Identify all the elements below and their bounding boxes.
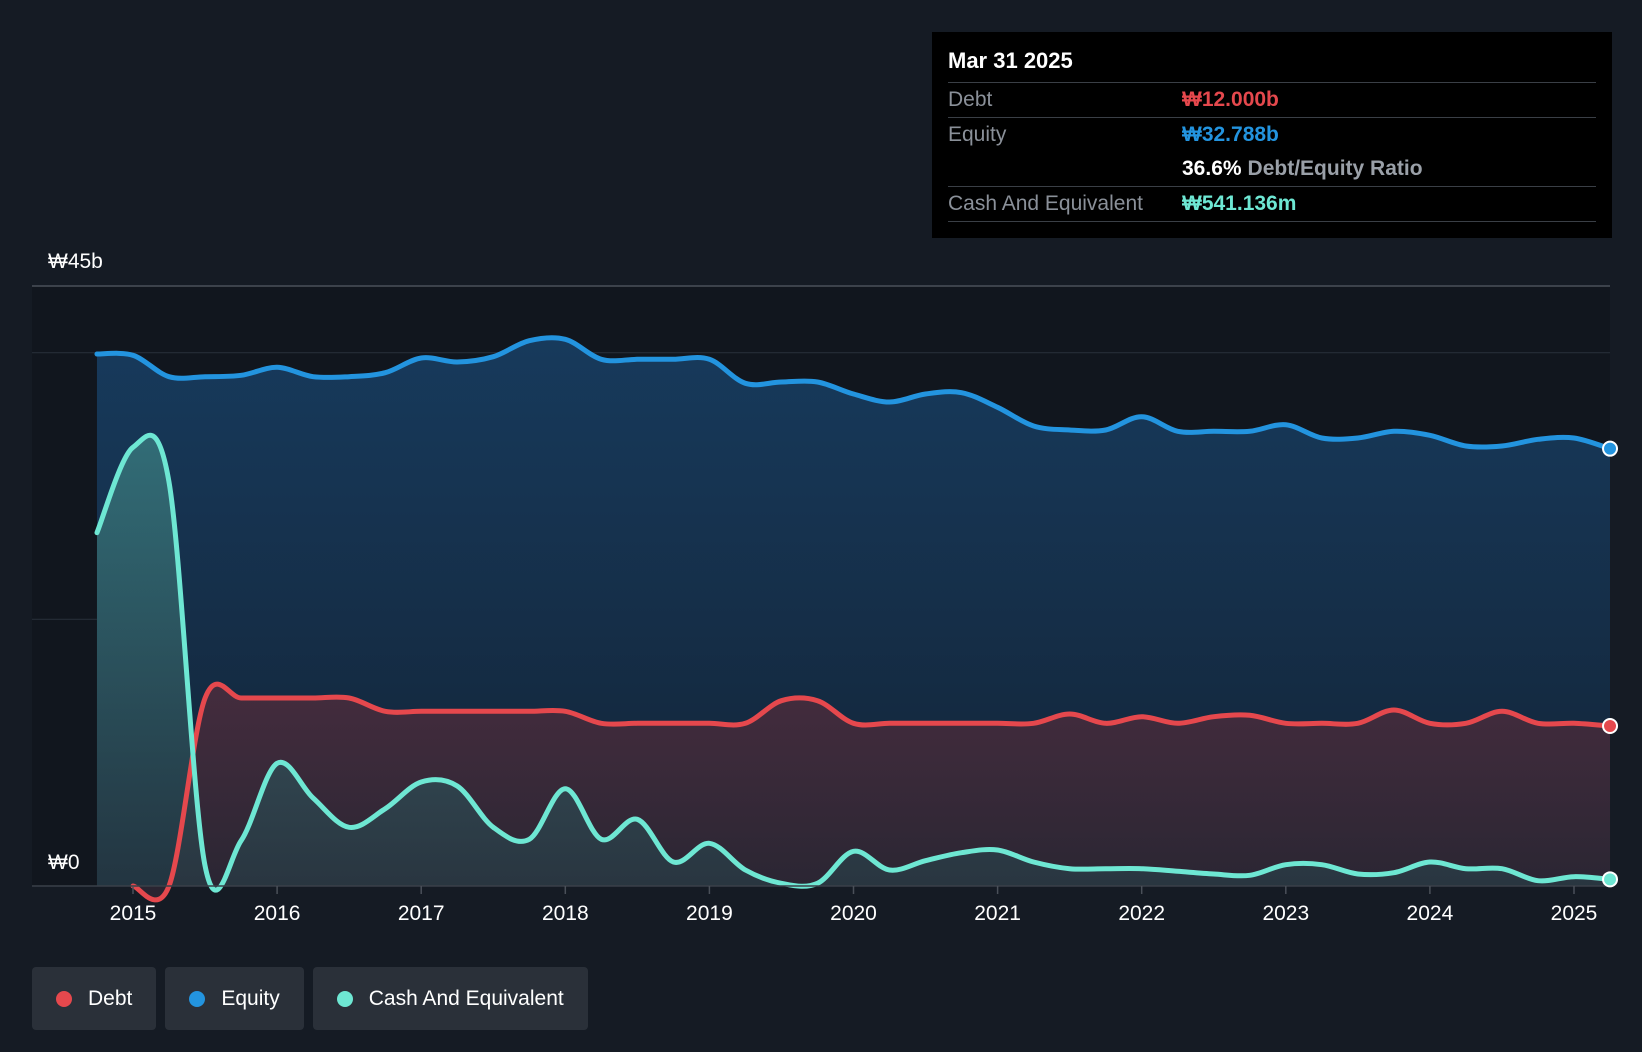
tooltip-cash-row: Cash And Equivalent ₩541.136m xyxy=(948,187,1596,222)
tooltip-cash-value: ₩541.136m xyxy=(1182,192,1297,215)
tooltip-debt-label: Debt xyxy=(948,88,993,111)
tooltip-ratio-label: Debt/Equity Ratio xyxy=(1247,157,1423,180)
legend-debt-label: Debt xyxy=(88,986,133,1010)
equity-line xyxy=(94,335,1613,452)
tooltip-debt-value: ₩12.000b xyxy=(1182,88,1279,111)
debt-line xyxy=(130,681,1613,903)
y-axis-top-label: ₩45b xyxy=(48,250,103,273)
y-axis-bottom-label: ₩0 xyxy=(48,851,80,874)
end-markers xyxy=(1602,440,1619,888)
tooltip-ratio-spacer xyxy=(948,152,1182,186)
tooltip-date: Mar 31 2025 xyxy=(948,46,1596,83)
debt-end-marker xyxy=(1602,718,1619,734)
x-tick-label: 2017 xyxy=(398,902,445,925)
x-tick-label: 2023 xyxy=(1262,902,1309,925)
x-tick-label: 2021 xyxy=(974,902,1021,925)
tooltip-ratio: 36.6% Debt/Equity Ratio xyxy=(1182,152,1423,186)
legend: Debt Equity Cash And Equivalent xyxy=(32,967,588,1030)
legend-cash[interactable]: Cash And Equivalent xyxy=(312,967,588,1030)
cash-area xyxy=(96,435,1611,891)
x-axis-ticks: 2015 2016 2017 2018 2019 2020 2021 2022 2023 2024… xyxy=(110,886,1598,925)
cash-end-marker xyxy=(1602,871,1619,888)
x-tick-label: 2015 xyxy=(110,902,157,925)
x-tick-label: 2018 xyxy=(542,902,589,925)
x-tick-label: 2024 xyxy=(1407,902,1454,925)
x-tick-label: 2022 xyxy=(1118,902,1165,925)
legend-equity[interactable]: Equity xyxy=(165,967,304,1030)
cash-dot-icon xyxy=(336,990,353,1007)
x-tick-label: 2019 xyxy=(686,902,733,925)
equity-dot-icon xyxy=(189,990,206,1007)
x-tick-label: 2025 xyxy=(1551,902,1598,925)
legend-debt[interactable]: Debt xyxy=(32,967,157,1030)
tooltip-ratio-value: 36.6% xyxy=(1182,157,1242,180)
tooltip-ratio-row: 36.6% Debt/Equity Ratio xyxy=(948,152,1596,187)
tooltip-equity-value: ₩32.788b xyxy=(1182,123,1279,146)
legend-equity-label: Equity xyxy=(221,986,280,1010)
tooltip-debt-row: Debt ₩12.000b xyxy=(948,83,1596,118)
equity-end-marker xyxy=(1602,440,1619,457)
legend-cash-label: Cash And Equivalent xyxy=(368,986,564,1010)
debt-dot-icon xyxy=(56,990,72,1007)
tooltip-equity-label: Equity xyxy=(948,123,1007,146)
x-tick-label: 2020 xyxy=(830,902,877,925)
tooltip-equity-row: Equity ₩32.788b xyxy=(948,118,1596,152)
x-tick-label: 2016 xyxy=(254,902,301,925)
data-tooltip: Mar 31 2025 Debt ₩12.000b Equity ₩32.788… xyxy=(932,32,1612,238)
tooltip-cash-label: Cash And Equivalent xyxy=(948,192,1143,215)
